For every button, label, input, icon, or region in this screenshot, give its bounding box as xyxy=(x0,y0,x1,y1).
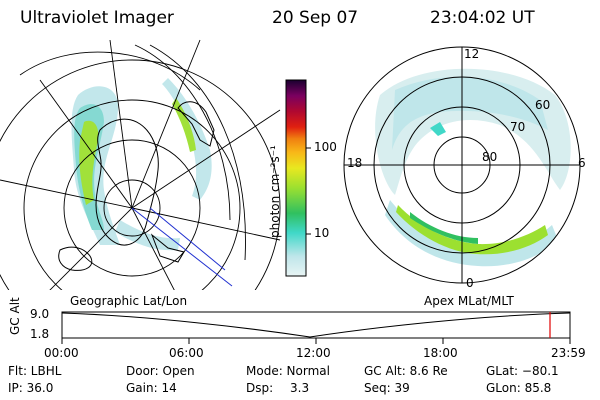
lat-label-70: 70 xyxy=(510,120,526,134)
timeline-xtick-0600: 06:00 xyxy=(169,346,204,360)
orbit-timeline xyxy=(61,311,571,344)
timeline-xtick-1800: 18:00 xyxy=(423,346,458,360)
date-label: 20 Sep 07 xyxy=(272,8,359,28)
info-mode: Mode: Normal xyxy=(246,364,330,378)
left-aurora-emission xyxy=(71,78,212,251)
info-gain: Gain: 14 xyxy=(126,381,177,395)
timeline-ytick-high: 9.0 xyxy=(30,307,50,321)
colorbar-tick-10: 10 xyxy=(314,226,330,240)
mlt-label-6: 6 xyxy=(578,156,586,170)
info-gc-alt: GC Alt: 8.6 Re xyxy=(364,364,448,378)
apex-polar-plot xyxy=(343,46,581,284)
satellite-track xyxy=(131,207,233,287)
lat-label-60: 60 xyxy=(535,98,551,112)
info-glat: GLat: −80.1 xyxy=(486,364,559,378)
info-dsp-label: Dsp: xyxy=(246,381,274,395)
info-glon: GLon: 85.8 xyxy=(486,381,552,395)
info-door: Door: Open xyxy=(126,364,195,378)
geographic-caption: Geographic Lat/Lon xyxy=(70,294,188,308)
time-label: 23:04:02 UT xyxy=(430,8,535,28)
info-seq: Seq: 39 xyxy=(364,381,410,395)
geographic-map xyxy=(0,39,281,290)
mlt-label-18: 18 xyxy=(347,156,363,170)
color-bar xyxy=(285,79,311,277)
apex-caption: Apex MLat/MLT xyxy=(424,294,514,308)
info-ip: IP: 36.0 xyxy=(8,381,54,395)
mlt-label-12: 12 xyxy=(464,47,480,61)
info-dsp-value: 3.3 xyxy=(290,381,310,395)
timeline-ytick-low: 1.8 xyxy=(30,327,50,341)
info-filter: Flt: LBHL xyxy=(8,364,62,378)
timeline-ylabel: GC Alt xyxy=(8,297,22,335)
timeline-xtick-1200: 12:00 xyxy=(296,346,331,360)
lat-label-80: 80 xyxy=(482,150,498,164)
mlt-label-0: 0 xyxy=(466,276,474,290)
colorbar-tick-100: 100 xyxy=(314,140,337,154)
geo-graticule xyxy=(0,39,281,290)
timeline-xtick-2359: 23:59 xyxy=(551,346,586,360)
timeline-xtick-0000: 00:00 xyxy=(44,346,79,360)
colorbar-unit: photon cm⁻²s⁻¹ xyxy=(268,145,282,238)
app-title: Ultraviolet Imager xyxy=(20,8,174,28)
